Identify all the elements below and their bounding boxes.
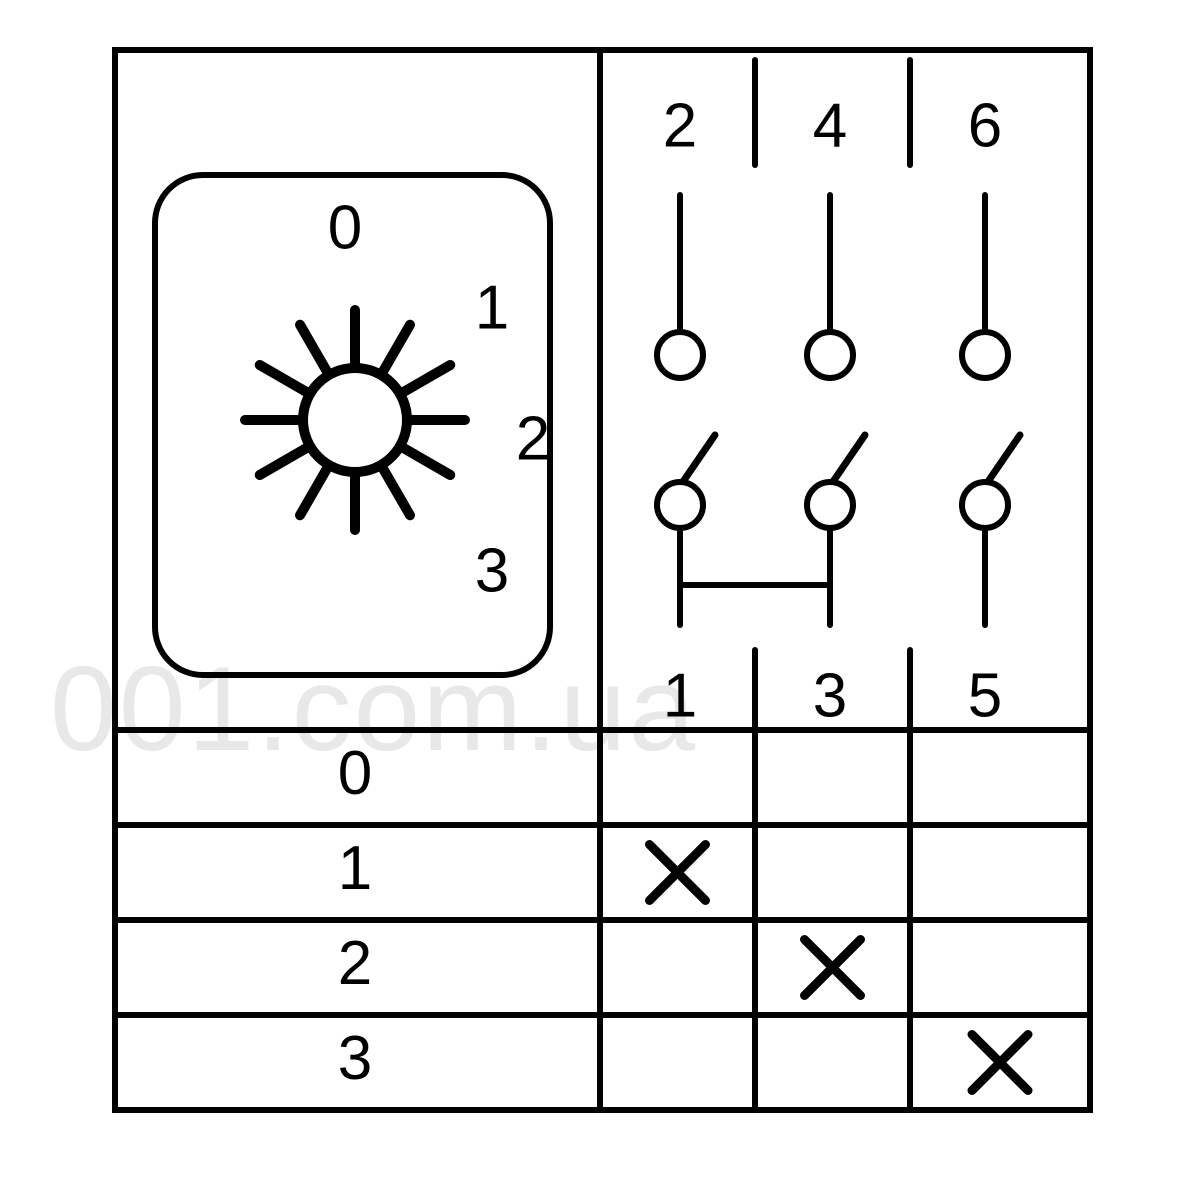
row-label-2: 2	[338, 929, 372, 998]
dial-label-1: 1	[475, 273, 509, 342]
terminal-top-2: 2	[663, 91, 697, 160]
dial-spoke	[400, 365, 450, 394]
dial-label-2: 2	[516, 404, 550, 473]
dial-spoke	[300, 465, 329, 515]
dial-spoke	[300, 325, 329, 375]
dial-label-0: 0	[328, 193, 362, 262]
node-top-1	[807, 332, 853, 378]
mechanical-link	[680, 565, 830, 585]
rotary-switch-diagram: 001.com.ua01232143650123	[0, 0, 1200, 1200]
dial-spoke	[260, 446, 310, 475]
terminal-bot-5: 5	[968, 661, 1002, 730]
switch-arm-2	[985, 435, 1020, 486]
row-label-1: 1	[338, 834, 372, 903]
terminal-bot-3: 3	[813, 661, 847, 730]
row-label-3: 3	[338, 1024, 372, 1093]
terminal-bot-1: 1	[663, 661, 697, 730]
node-top-2	[962, 332, 1008, 378]
switch-arm-0	[680, 435, 715, 486]
dial-spoke	[260, 365, 310, 394]
node-bot-2	[962, 482, 1008, 528]
switch-arm-1	[830, 435, 865, 486]
dial-label-3: 3	[475, 536, 509, 605]
dial-hub	[303, 368, 407, 472]
dial-spoke	[381, 465, 410, 515]
dial-spoke	[400, 446, 450, 475]
node-top-0	[657, 332, 703, 378]
dial-spoke	[381, 325, 410, 375]
node-bot-1	[807, 482, 853, 528]
terminal-top-4: 4	[813, 91, 847, 160]
terminal-top-6: 6	[968, 91, 1002, 160]
node-bot-0	[657, 482, 703, 528]
row-label-0: 0	[338, 739, 372, 808]
